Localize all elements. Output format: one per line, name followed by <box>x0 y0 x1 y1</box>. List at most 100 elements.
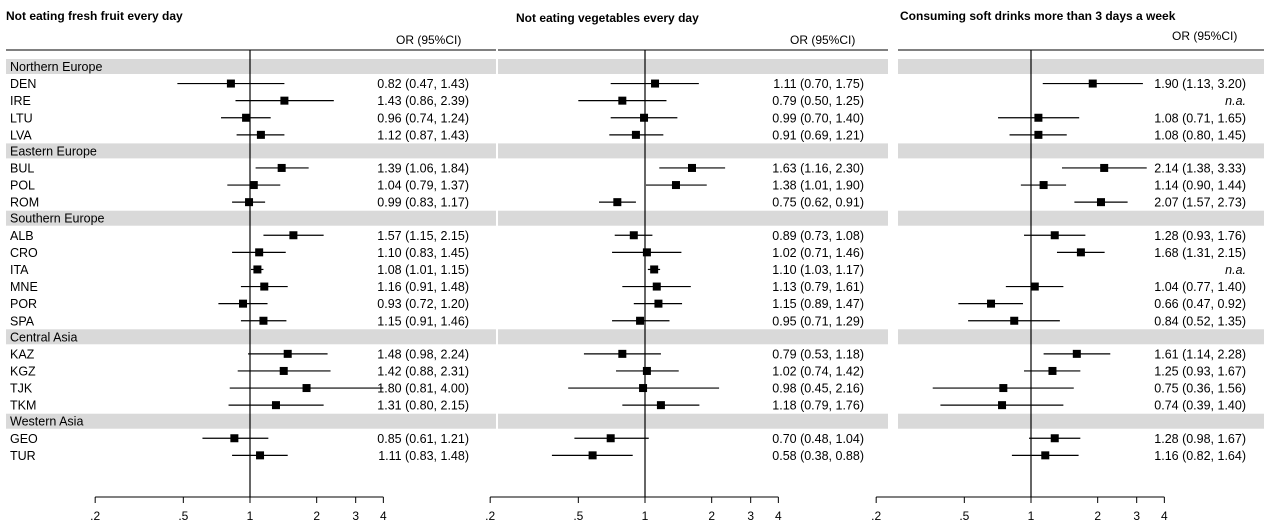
or-marker <box>1072 349 1081 358</box>
or-marker <box>1048 366 1057 375</box>
country-label: KAZ <box>10 347 35 361</box>
country-label: ROM <box>10 196 39 210</box>
country-label: ITA <box>10 263 29 277</box>
or-ci-label: 0.98 (0.45, 2.16) <box>772 382 864 396</box>
panel-title: Not eating vegetables every day <box>516 11 699 25</box>
or-ci-label: 1.12 (0.87, 1.43) <box>377 128 469 142</box>
x-tick-label: 4 <box>1161 509 1168 523</box>
or-marker <box>242 113 251 122</box>
group-label: Northern Europe <box>10 60 102 74</box>
country-label: GEO <box>10 432 38 446</box>
or-ci-label: 1.15 (0.89, 1.47) <box>772 297 864 311</box>
x-tick-label: 1 <box>247 509 254 523</box>
x-tick-label: .5 <box>573 509 583 523</box>
or-marker <box>636 316 645 325</box>
or-ci-label: 0.79 (0.53, 1.18) <box>772 347 864 361</box>
country-label: POL <box>10 179 35 193</box>
or-ci-label: 1.15 (0.91, 1.46) <box>377 314 469 328</box>
x-tick-label: .2 <box>485 509 495 523</box>
or-ci-label: 1.28 (0.98, 1.67) <box>1154 432 1246 446</box>
or-ci-label: 1.48 (0.98, 2.24) <box>377 347 469 361</box>
or-ci-label: 0.91 (0.69, 1.21) <box>772 128 864 142</box>
or-marker <box>1041 451 1050 460</box>
or-marker <box>230 434 239 443</box>
or-marker <box>1034 113 1043 122</box>
x-tick-label: 3 <box>352 509 359 523</box>
x-tick-label: 3 <box>1133 509 1140 523</box>
or-marker <box>255 248 264 257</box>
country-label: DEN <box>10 77 36 91</box>
or-ci-label: 1.10 (0.83, 1.45) <box>377 246 469 260</box>
column-header: OR (95%CI) <box>790 33 855 47</box>
or-marker <box>280 96 289 105</box>
or-ci-label: 1.08 (0.71, 1.65) <box>1154 111 1246 125</box>
or-ci-label: n.a. <box>1225 263 1246 277</box>
or-ci-label: 1.02 (0.74, 1.42) <box>772 364 864 378</box>
or-marker <box>259 316 268 325</box>
or-marker <box>987 299 996 308</box>
or-marker <box>1096 198 1105 207</box>
or-marker <box>654 299 663 308</box>
country-label: POR <box>10 297 37 311</box>
or-ci-label: 1.11 (0.83, 1.48) <box>378 449 469 463</box>
x-tick-label: .5 <box>959 509 969 523</box>
or-marker <box>226 79 235 88</box>
or-ci-label: 1.14 (0.90, 1.44) <box>1154 179 1246 193</box>
or-ci-label: 1.68 (1.31, 2.15) <box>1154 246 1246 260</box>
or-ci-label: 0.70 (0.48, 1.04) <box>772 432 864 446</box>
or-ci-label: 1.04 (0.77, 1.40) <box>1154 280 1246 294</box>
or-marker <box>618 349 627 358</box>
or-marker <box>1010 316 1019 325</box>
or-marker <box>256 451 265 460</box>
country-label: IRE <box>10 94 31 108</box>
or-ci-label: 1.80 (0.81, 4.00) <box>377 382 469 396</box>
or-marker <box>245 198 254 207</box>
or-marker <box>687 163 696 172</box>
panel-soft-drinks: Consuming soft drinks more than 3 days a… <box>871 9 1264 523</box>
or-ci-label: 0.82 (0.47, 1.43) <box>377 77 469 91</box>
or-ci-label: 1.18 (0.79, 1.76) <box>772 399 864 413</box>
group-band <box>498 210 888 226</box>
or-marker <box>1076 248 1085 257</box>
or-ci-label: 0.93 (0.72, 1.20) <box>377 297 469 311</box>
or-marker <box>613 198 622 207</box>
panel-title: Not eating fresh fruit every day <box>6 9 183 23</box>
or-ci-label: 0.99 (0.83, 1.17) <box>377 196 469 210</box>
or-ci-label: 0.66 (0.47, 0.92) <box>1154 297 1246 311</box>
or-marker <box>642 248 651 257</box>
group-band <box>498 59 888 74</box>
or-marker <box>256 130 265 139</box>
or-marker <box>239 299 248 308</box>
or-ci-label: 1.16 (0.91, 1.48) <box>377 280 469 294</box>
or-ci-label: 1.08 (0.80, 1.45) <box>1154 128 1246 142</box>
column-header: OR (95%CI) <box>1172 29 1237 43</box>
or-ci-label: 1.10 (1.03, 1.17) <box>772 263 864 277</box>
group-band <box>898 413 1264 429</box>
country-label: LVA <box>10 128 32 142</box>
group-label: Southern Europe <box>10 212 105 226</box>
or-marker <box>253 265 262 274</box>
or-marker <box>1039 181 1048 190</box>
x-tick-label: 4 <box>775 509 782 523</box>
group-band <box>898 210 1264 226</box>
group-band <box>6 143 496 159</box>
or-ci-label: 1.28 (0.93, 1.76) <box>1154 229 1246 243</box>
group-band <box>498 143 888 159</box>
or-marker <box>271 401 280 410</box>
or-marker <box>1050 231 1059 240</box>
or-marker <box>631 130 640 139</box>
or-ci-label: 0.99 (0.70, 1.40) <box>772 111 864 125</box>
or-ci-label: 0.84 (0.52, 1.35) <box>1154 314 1246 328</box>
or-ci-label: 2.07 (1.57, 2.73) <box>1154 196 1246 210</box>
or-ci-label: 0.95 (0.71, 1.29) <box>772 314 864 328</box>
or-marker <box>283 349 292 358</box>
x-tick-label: 2 <box>1094 509 1101 523</box>
x-tick-label: 3 <box>747 509 754 523</box>
or-ci-label: 0.74 (0.39, 1.40) <box>1154 399 1246 413</box>
or-ci-label: 1.08 (1.01, 1.15) <box>377 263 469 277</box>
or-marker <box>618 96 627 105</box>
group-label: Eastern Europe <box>10 144 97 158</box>
group-band <box>898 59 1264 74</box>
or-ci-label: 0.79 (0.50, 1.25) <box>772 94 864 108</box>
or-ci-label: 1.63 (1.16, 2.30) <box>772 161 864 175</box>
